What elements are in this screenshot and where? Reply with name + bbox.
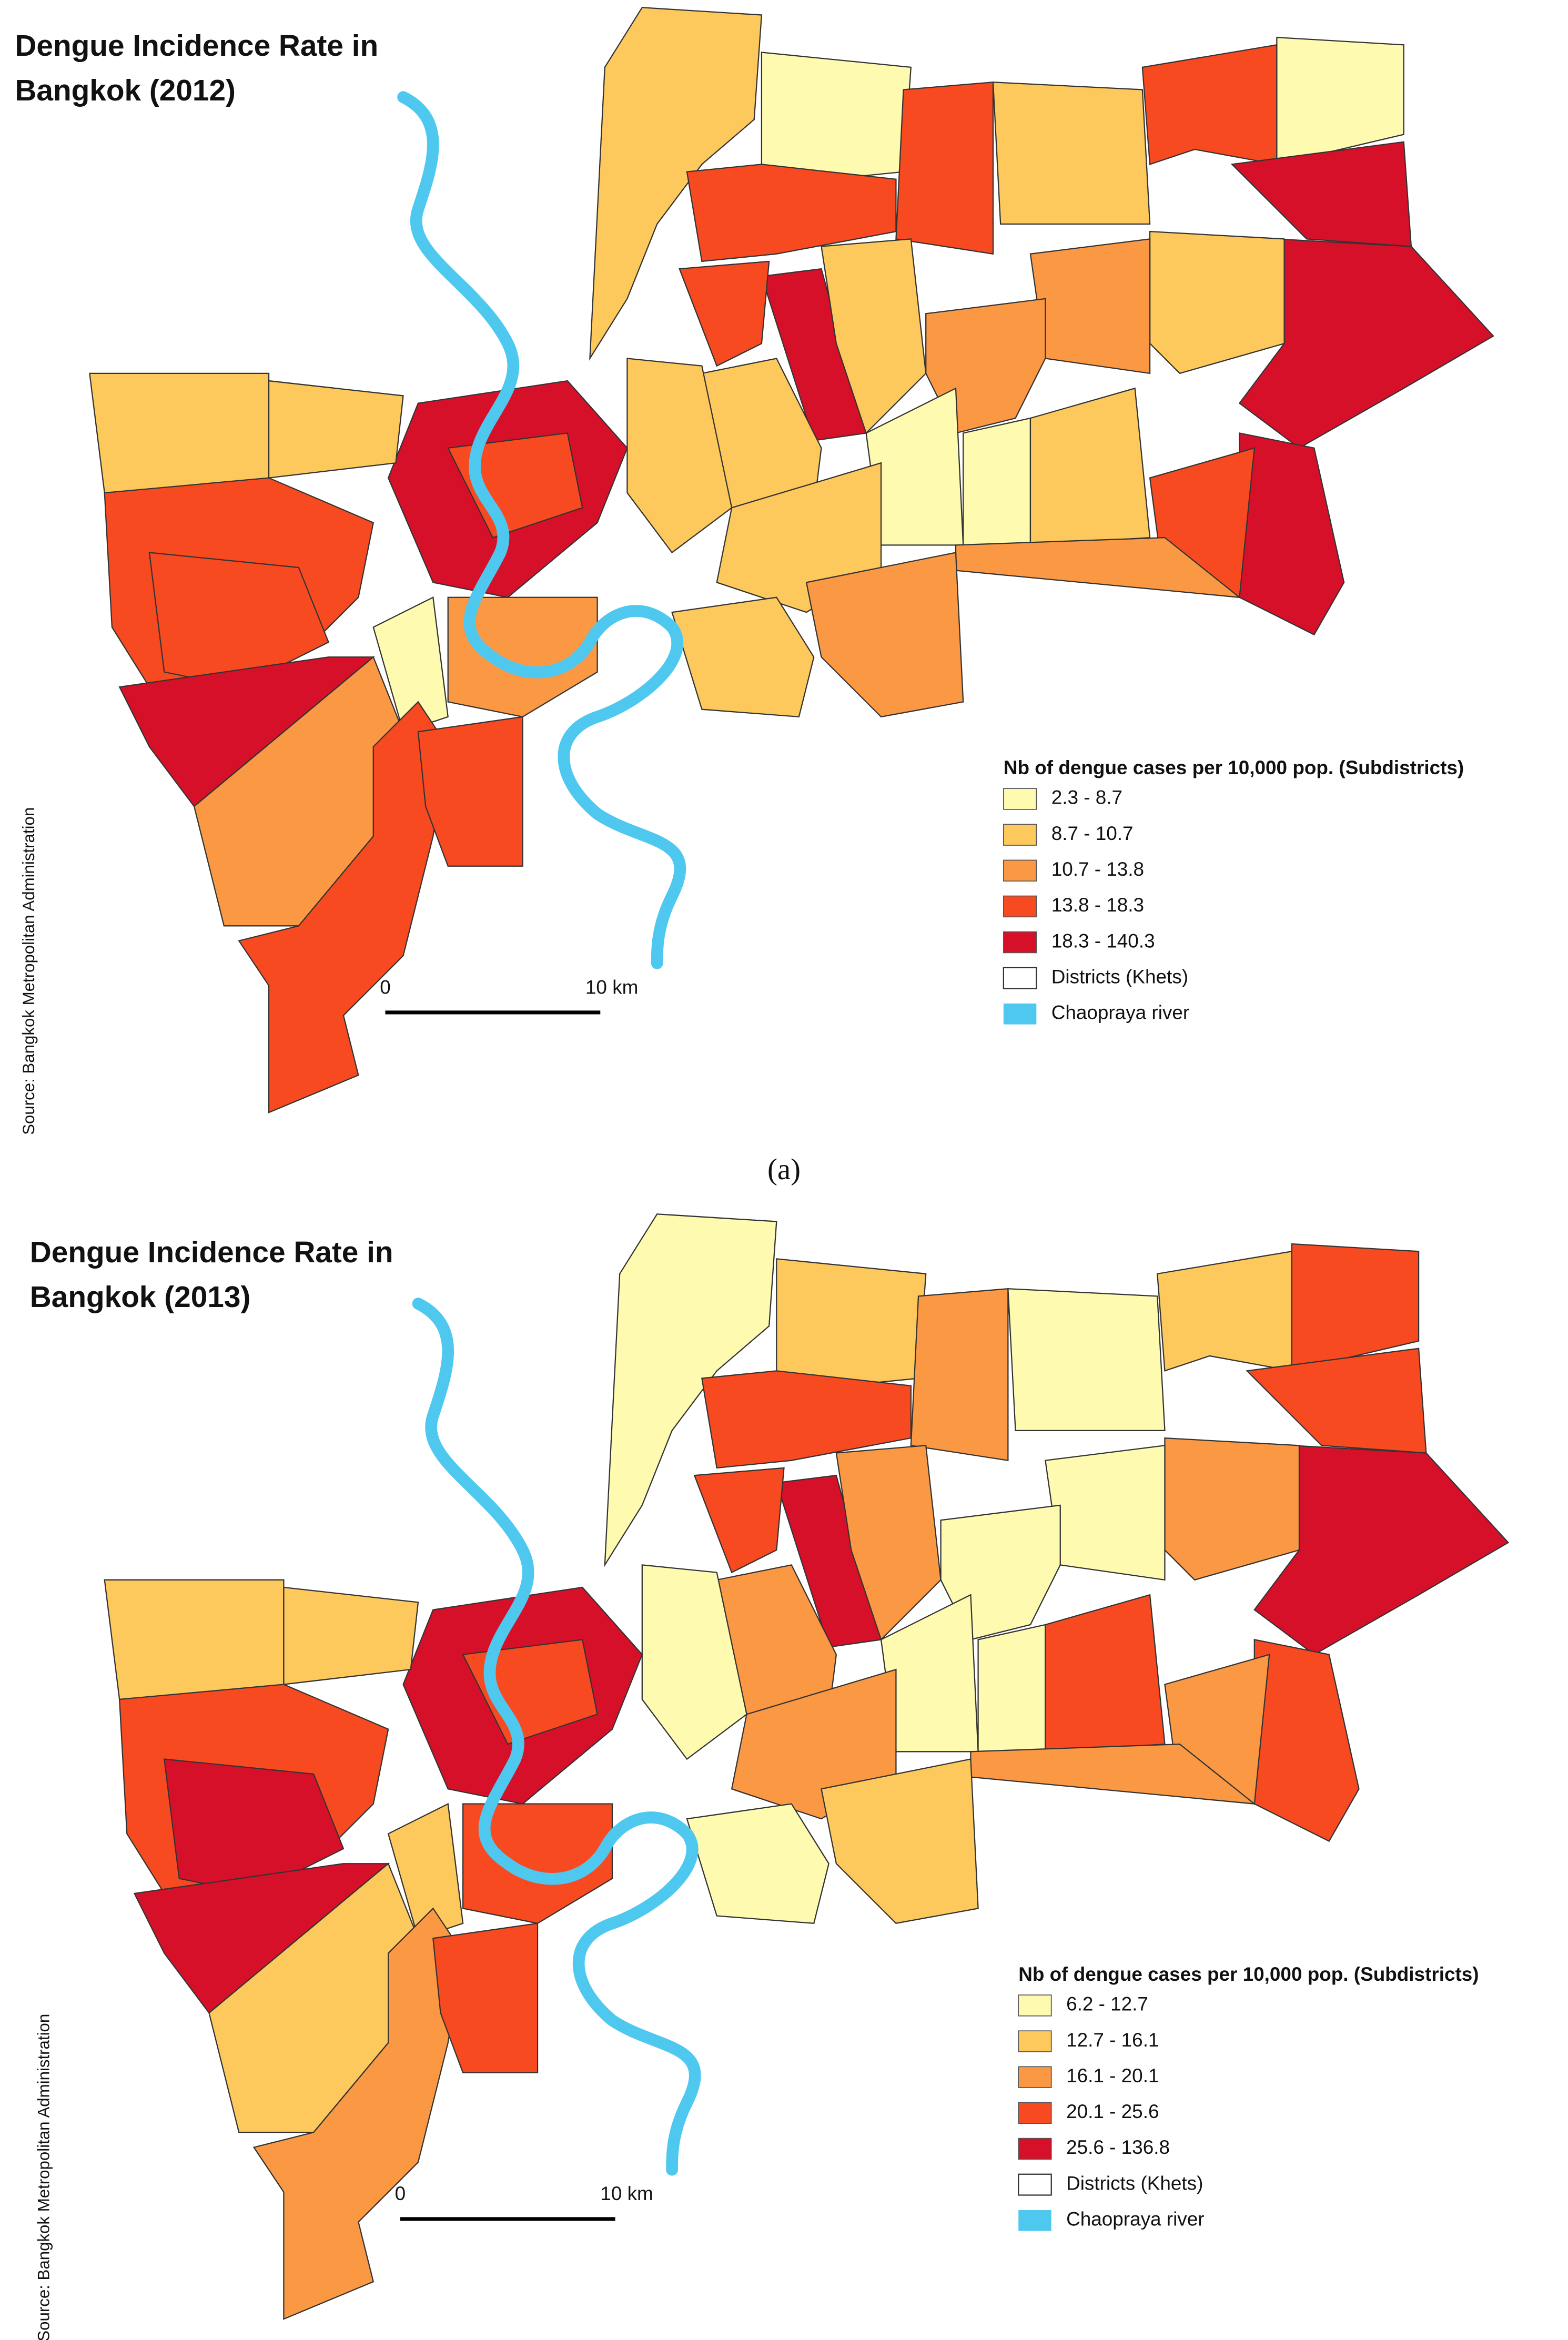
subdistrict [761, 52, 912, 180]
map-panel: Dengue Incidence Rate in Bangkok (2013) So… [30, 1213, 1510, 2340]
subdistrict [1253, 1638, 1360, 1842]
legend-label: 16.1 - 20.1 [1066, 2065, 1159, 2086]
subdistrict [1029, 387, 1151, 546]
legend-swatch [1003, 1003, 1037, 1025]
subdistrict [805, 552, 964, 718]
subdistrict [895, 82, 994, 255]
legend-label: 12.7 - 16.1 [1066, 2029, 1159, 2051]
legend-swatch [1003, 824, 1037, 846]
scale-label: 0 [395, 2183, 406, 2204]
subdistrict [821, 238, 927, 434]
subdistrict [1141, 44, 1278, 165]
subdistrict [1238, 238, 1494, 449]
scale-label: 0 [380, 976, 391, 998]
subdistrict [821, 1758, 979, 1924]
subdistrict [776, 1258, 927, 1386]
map-title: Bangkok (2012) [15, 74, 236, 107]
legend-title: Nb of dengue cases per 10,000 pop. (Subd… [1004, 757, 1464, 778]
scale-label: 10 km [585, 976, 638, 998]
legend-swatch [1003, 895, 1037, 918]
legend-swatch [1018, 2210, 1051, 2231]
legend-swatch [1018, 2066, 1052, 2088]
source-note: Source: Bangkok Metropolitan Administrat… [34, 2014, 53, 2340]
subdistrict [641, 1564, 747, 1760]
legend-swatch [1003, 859, 1037, 882]
subdistrict [679, 260, 770, 367]
subdistrict [963, 417, 1031, 546]
legend-label: Chaopraya river [1066, 2209, 1204, 2230]
subdistrict [686, 1803, 829, 1924]
subdistrict [1007, 1288, 1166, 1432]
subdistrict [1253, 1445, 1510, 1656]
subdistrict [417, 716, 523, 867]
legend-swatch [1003, 967, 1037, 989]
legend-label: 20.1 - 25.6 [1066, 2101, 1159, 2122]
legend-label: 2.3 - 8.7 [1051, 787, 1122, 808]
legend-label: 10.7 - 13.8 [1051, 858, 1144, 880]
legend-label: Districts (Khets) [1066, 2172, 1203, 2194]
legend-swatch [1003, 788, 1037, 810]
legend-swatch [1018, 2030, 1052, 2052]
subdistrict [268, 380, 404, 479]
legend-label: 13.8 - 18.3 [1051, 894, 1144, 916]
map-title: Dengue Incidence Rate in [30, 1236, 393, 1269]
legend-label: 8.7 - 10.7 [1051, 823, 1134, 844]
legend-swatch [1018, 2173, 1052, 2196]
subdistrict [462, 1639, 598, 1745]
subdistrict [693, 1467, 785, 1574]
subdistrict [604, 1213, 777, 1567]
subdistrict [1164, 1437, 1300, 1581]
subdistrict [686, 164, 897, 262]
caption: (a) [767, 1153, 801, 1186]
subdistrict [589, 7, 763, 361]
subdistrict [387, 1802, 464, 1939]
legend-swatch [1018, 2102, 1052, 2124]
legend-swatch [1003, 931, 1037, 954]
subdistrict [626, 358, 733, 554]
subdistrict [1149, 230, 1285, 374]
subdistrict [462, 1803, 613, 1924]
subdistrict [104, 1579, 285, 1700]
subdistrict [977, 1624, 1046, 1753]
map-title: Dengue Incidence Rate in [15, 29, 378, 63]
scale-label: 10 km [600, 2183, 653, 2204]
subdistrict [432, 1922, 539, 2073]
legend-swatch [1018, 2138, 1052, 2160]
subdistrict [992, 82, 1151, 225]
legend-label: 6.2 - 12.7 [1066, 1993, 1148, 2015]
subdistrict [910, 1288, 1009, 1462]
subdistrict [447, 432, 583, 539]
subdistrict [1239, 432, 1345, 636]
subdistrict [447, 596, 598, 718]
legend-label: Districts (Khets) [1051, 966, 1188, 987]
river [412, 1298, 701, 2176]
legend-title: Nb of dengue cases per 10,000 pop. (Subd… [1018, 1963, 1479, 1985]
subdistrict [372, 596, 449, 733]
map-title: Bangkok (2013) [30, 1281, 251, 1314]
subdistrict [1029, 238, 1151, 374]
subdistrict [283, 1586, 419, 1685]
source-note: Source: Bangkok Metropolitan Administrat… [19, 807, 38, 1135]
subdistrict [89, 372, 270, 494]
subdistrict [1291, 1243, 1420, 1372]
subdistrict [835, 1445, 942, 1641]
subdistrict [1157, 1250, 1292, 1372]
subdistrict [1045, 1445, 1166, 1581]
legend-label: Chaopraya river [1051, 1002, 1189, 1024]
subdistrict [671, 596, 815, 718]
subdistrict [1045, 1594, 1166, 1753]
map-panel: Dengue Incidence Rate in Bangkok (2012) So… [15, 7, 1494, 1186]
subdistrict [1276, 36, 1404, 165]
legend-label: 18.3 - 140.3 [1051, 930, 1155, 951]
river [397, 91, 686, 969]
subdistrict [701, 1370, 912, 1469]
legend-swatch [1018, 1994, 1052, 2017]
legend-label: 25.6 - 136.8 [1066, 2136, 1170, 2158]
